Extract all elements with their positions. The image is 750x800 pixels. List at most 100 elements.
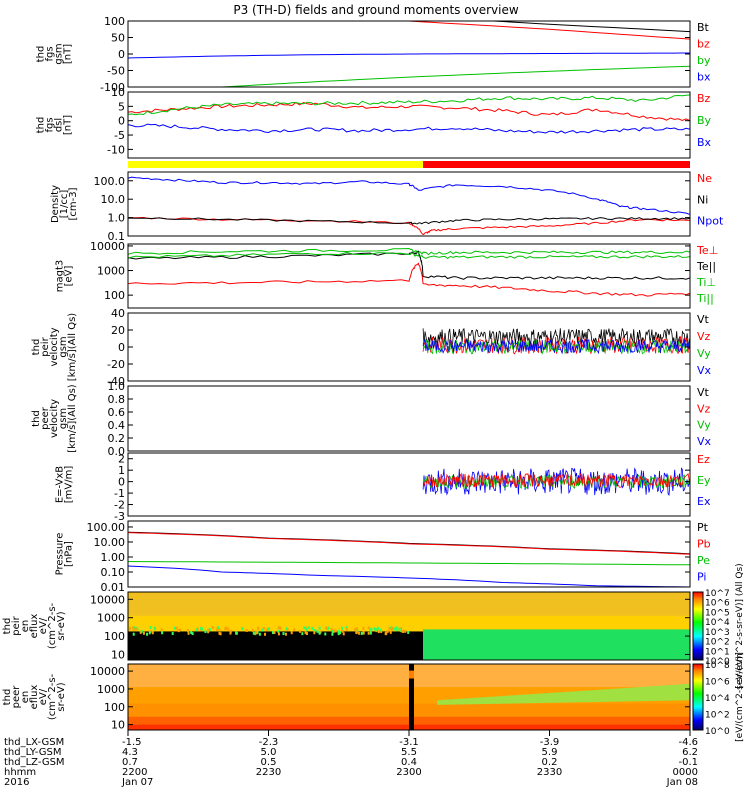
legend-te: Te|| [696,260,716,273]
x-tick-label: 5.9 [542,747,558,758]
series-bx-line [128,123,690,134]
series-ti-line [128,251,690,260]
y-axis-label-line: [km/s](All Qs) [67,384,78,452]
spectrogram-speckle [151,631,154,635]
y-axis-label-line: dsl [54,118,65,132]
spectrogram-speckle [142,631,145,635]
spectrogram-speckle [177,629,180,633]
y-tick-label: 10 [111,86,125,99]
spectrogram-speckle [282,632,285,636]
x-tick-label: 0000 [673,767,698,778]
spectrogram-speckle [373,627,376,631]
spectrogram-speckle [262,626,265,630]
status-bar-segment [128,161,424,168]
spectrogram-speckle [218,627,221,631]
spectrogram-speckle [379,628,382,632]
y-axis-label-line: fgs [45,117,56,132]
spectrogram-speckle [160,628,163,632]
legend-pe: Pe [697,554,710,567]
spectrogram-speckle [226,627,229,631]
legend-pi: Pi [697,571,706,584]
y-tick-label: 100.0 [94,175,126,188]
x-tick-label: 0.2 [542,757,558,768]
spectrogram-speckle [346,628,349,632]
spectrogram-speckle [377,626,380,630]
spectrogram-speckle [161,631,164,635]
spectrogram-speckle [286,628,289,632]
spectrogram-speckle [369,631,372,635]
colorbar-label: [eV/(cm^2-s-sr-eV)] [735,652,745,742]
y-tick-label: 0.0 [108,445,126,458]
y-tick-label: 100 [104,630,125,643]
series-pi-line [128,565,690,587]
panel-content [128,247,690,297]
y-axis-label-line: Density [50,185,61,223]
y-tick-label: 1000 [97,683,125,696]
y-axis-label-line: [nT] [63,44,74,64]
spectrogram-speckle [134,627,137,631]
spectrogram-green-band [437,683,690,705]
colorbar-tick-label: 10^5 [705,608,730,618]
y-tick-label: 0.2 [108,432,126,445]
y-axis-label-line: velocity [49,399,60,438]
spectrogram-speckle [407,630,410,634]
x-row-label: hhmm [4,767,36,778]
y-axis-label-line: sr-eV) [56,682,67,711]
y-tick-label: 1000 [97,265,125,278]
x-row-label: thd_LX-GSM [4,737,64,748]
spectrogram-speckle [342,632,345,636]
y-axis-label-line: E=-VxB [55,466,66,503]
legend-ni: Ni [697,193,708,206]
y-tick-label: -40 [107,375,125,388]
spectrogram-speckle [331,632,334,636]
spectrogram-speckle [356,627,359,631]
spectrogram-speckle [131,626,134,630]
spectrogram-speckle [284,632,287,636]
legend-bx: Bx [697,136,712,149]
spectrogram-speckle [173,626,176,630]
y-axis-label-line: peir [40,336,51,356]
spectrogram-speckle [187,631,190,635]
spectrogram-speckle [204,630,207,634]
spectrogram-speckle [386,629,389,633]
colorbar-tick-label: 10^6 [705,678,730,688]
x-tick-label: -2.3 [259,737,279,748]
noise-vx-trace [422,338,690,355]
spectrogram-speckle [319,630,322,634]
spectrogram-speckle [388,626,391,630]
spectrogram-speckle [175,626,178,630]
spectrogram-speckle [216,627,219,631]
x-tick-label: 6.2 [682,747,698,758]
x-tick-label: 2230 [256,767,281,778]
x-tick-label: -3.1 [399,737,419,748]
panel-frame [127,452,691,517]
legend-pt: Pt [697,521,709,534]
spectrogram-speckle [153,627,156,631]
spectrogram-speckle [146,632,149,636]
series-pb-line [128,532,690,555]
colorbar-tick-label: 10^0 [705,727,730,737]
noise-ez-trace [422,472,690,489]
x-tick-label: 5.0 [261,747,277,758]
spectrogram-speckle [293,628,296,632]
y-tick-label: -100 [100,81,125,94]
x-tick-label: 5.5 [401,747,417,758]
y-tick-label: 10.0 [101,193,126,206]
y-tick-label: 0.4 [108,419,126,432]
x-tick-label: 2330 [537,767,562,778]
spectrogram-speckle [331,630,334,634]
spectrogram-speckle [396,628,399,632]
y-axis-label-line: gsm [54,43,65,64]
x-tick-label: -1.5 [122,737,142,748]
y-axis-label-line: eflux [29,685,40,710]
y-axis-label-line: gsm [58,336,69,357]
spectrogram-speckle [367,626,370,630]
panel-density: 100.0 10.0 1.0 0.1 Density[1/cc][cm-3] Ne Ni Np… [50,171,724,243]
spectrogram-speckle [211,626,214,630]
y-axis-label-line: thd [31,410,42,427]
y-tick-label: 2 [118,453,125,466]
legend-vy: Vy [697,347,711,360]
spectrogram-speckle [255,630,258,634]
panel-frame [127,91,691,159]
spectrogram-speckle [339,631,342,635]
